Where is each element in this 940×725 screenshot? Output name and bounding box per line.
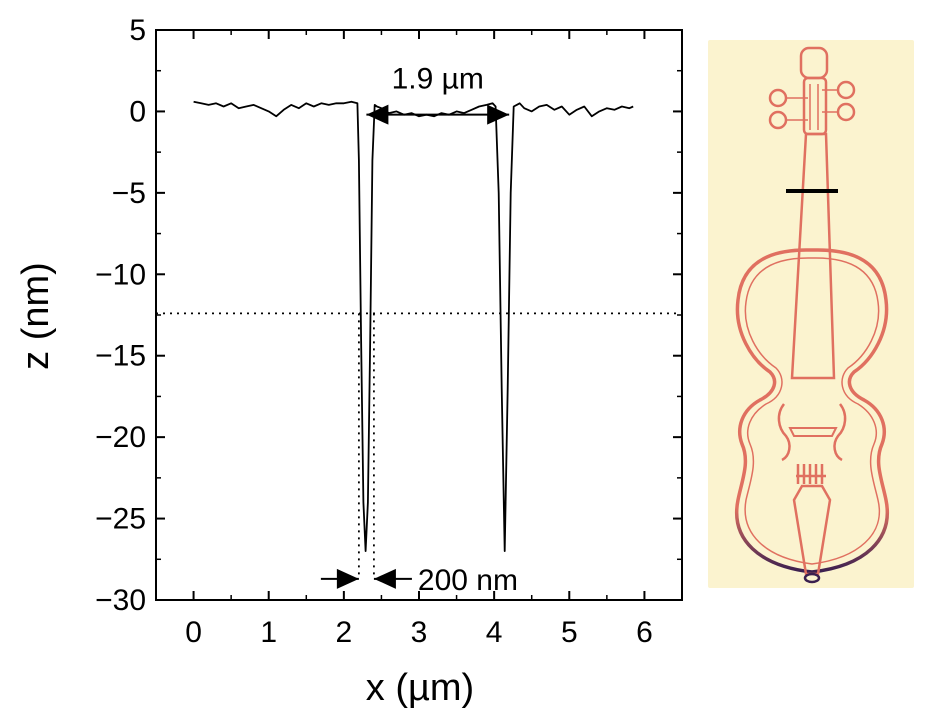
y-tick-label: −30: [95, 584, 146, 617]
y-axis-title: z (nm): [15, 262, 57, 370]
series: [193, 100, 634, 552]
ticks: 0 1 2 3 4 5 6 5 0 −5 −10 −15 −20 −25 −30: [95, 14, 682, 649]
x-tick-label: 1: [260, 616, 277, 649]
y-tick-label: 5: [129, 14, 146, 47]
arrow-head: [373, 568, 396, 589]
x-tick-label: 0: [185, 616, 202, 649]
x-axis-title: x (µm): [366, 667, 474, 709]
violin-f-hole-right: [833, 403, 847, 462]
arrow-head: [366, 104, 389, 125]
violin-body: [735, 248, 889, 574]
violin-strings-in-pegbox: [786, 84, 838, 130]
x-tick-label: 5: [561, 616, 578, 649]
violin-fine-tuners: [796, 464, 826, 484]
violin-tailpiece: [792, 484, 832, 576]
violin-body-inner: [744, 257, 881, 565]
violin-fingerboard: [790, 132, 836, 380]
y-tick-label: −20: [95, 421, 146, 454]
y-tick-label: −5: [112, 177, 146, 210]
annotations: 1.9 µm 200 nm: [320, 63, 518, 597]
x-tick-label: 3: [411, 616, 428, 649]
reference-lines: [156, 312, 682, 579]
image-background: [708, 40, 914, 588]
x-tick-label: 2: [336, 616, 353, 649]
y-tick-label: −10: [95, 258, 146, 291]
arrow-head: [336, 568, 359, 589]
y-tick-label: −25: [95, 503, 146, 536]
violin-bridge: [788, 427, 838, 437]
y-tick-label: 0: [129, 95, 146, 128]
width-label: 200 nm: [418, 564, 518, 597]
x-tick-label: 4: [486, 616, 503, 649]
arrow-head: [487, 104, 510, 125]
profile-line: [193, 100, 634, 552]
violin-image: [708, 40, 914, 588]
x-tick-label: 6: [636, 616, 653, 649]
spacing-label: 1.9 µm: [392, 63, 484, 96]
violin-f-hole-left: [777, 403, 791, 462]
violin-endpin: [803, 572, 821, 584]
y-tick-label: −15: [95, 340, 146, 373]
